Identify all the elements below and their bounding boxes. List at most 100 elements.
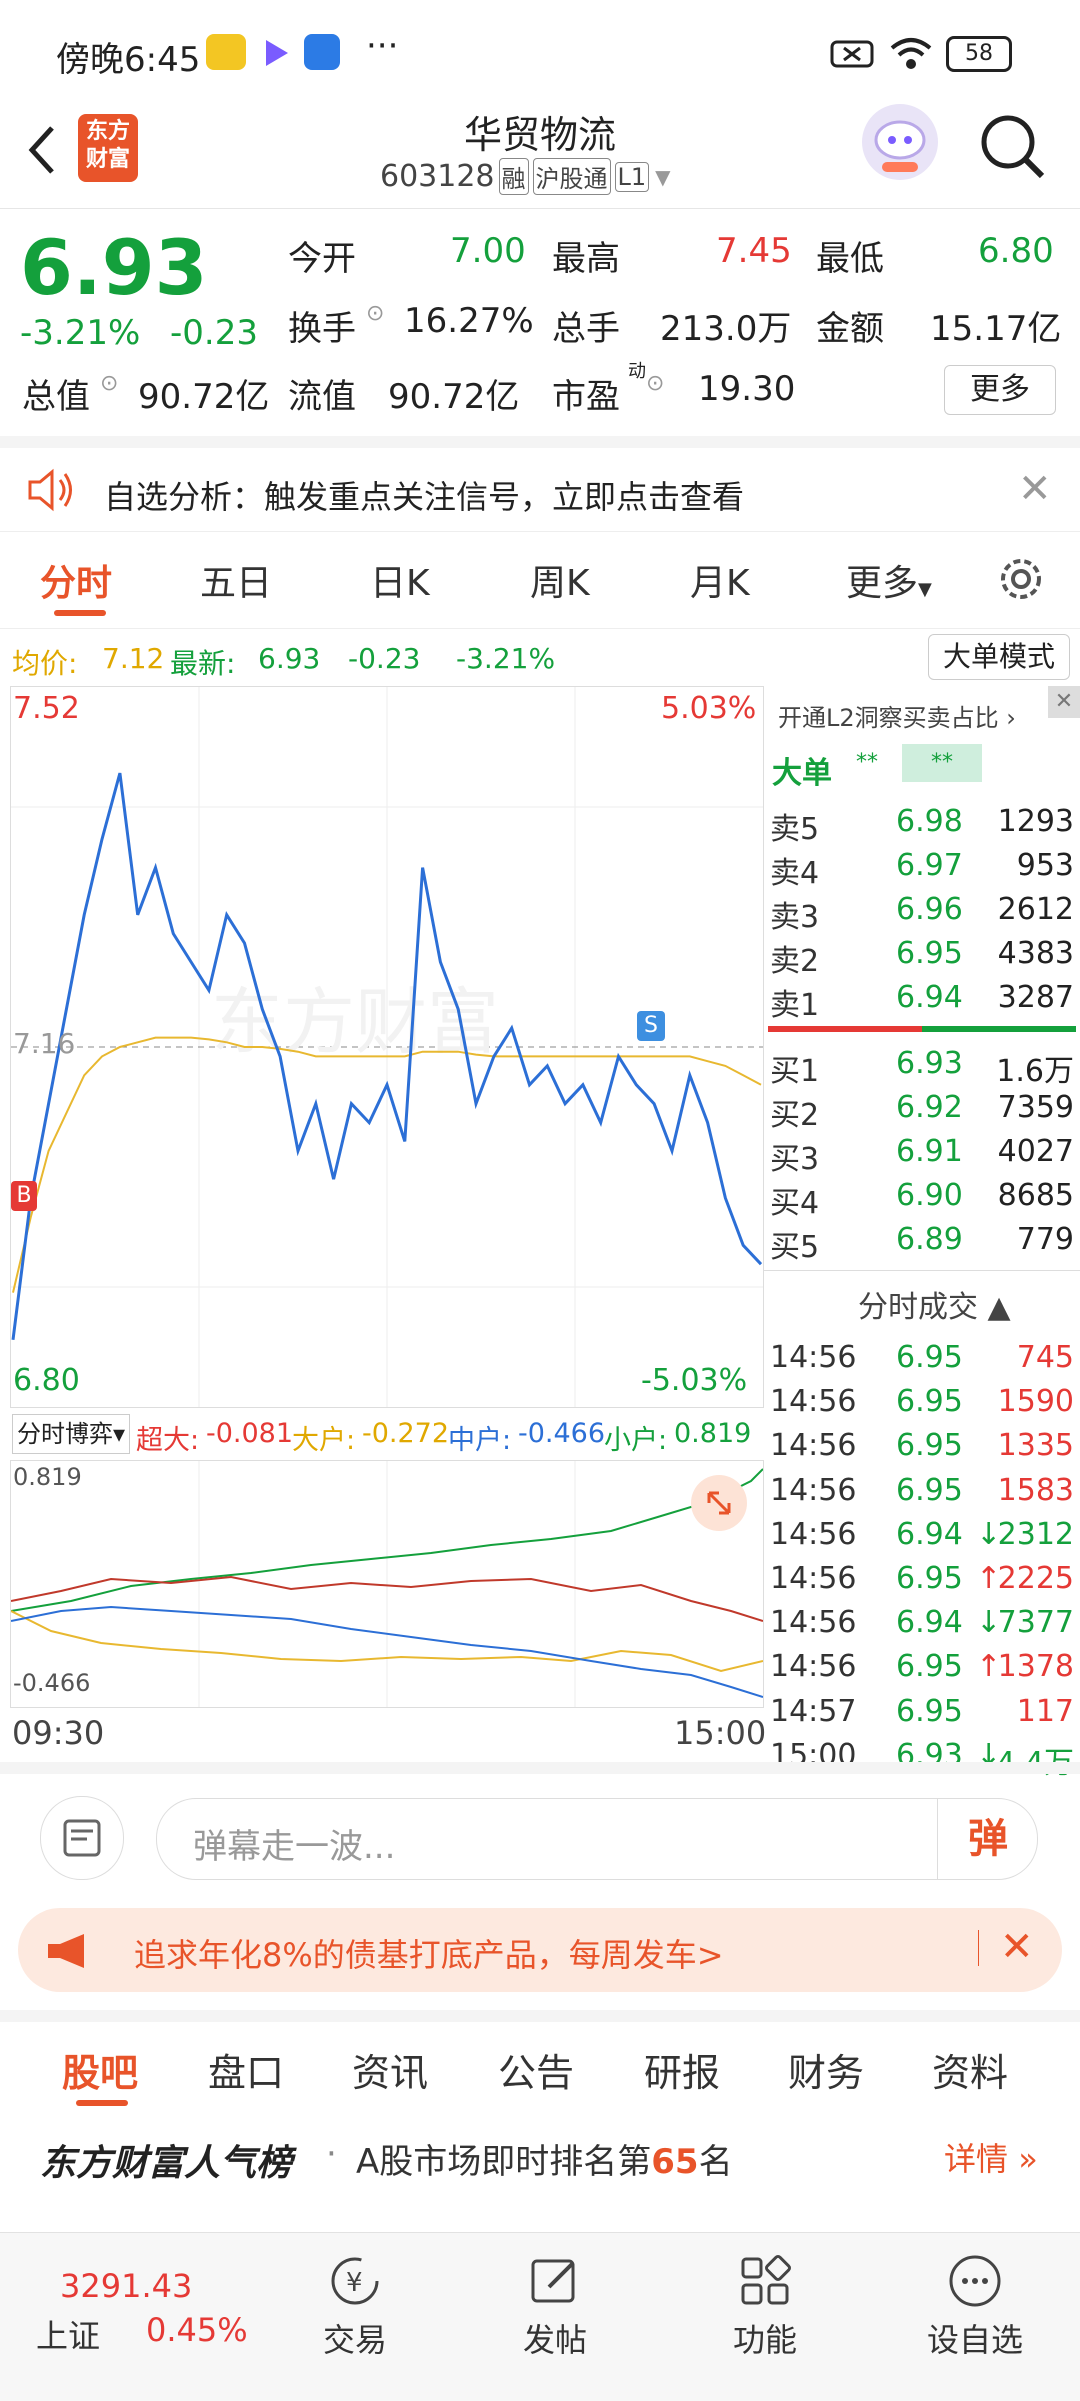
ask-row[interactable]: 卖5 6.98 1293 [764,798,1080,847]
logo-line2: 财富 [85,147,130,172]
fund-flow-chart[interactable]: 0.819 -0.466 [10,1460,764,1708]
trade-time: 14:57 [770,1693,857,1729]
close-icon[interactable]: ✕ [1018,466,1052,512]
margin-tag: 融 [498,158,529,195]
mcap-label: 总值 [22,377,90,417]
tab-pankou[interactable]: 盘口 [208,2051,285,2095]
ask-row[interactable]: 卖3 6.96 2612 [764,886,1080,935]
svg-text:¥: ¥ [346,2268,363,2298]
more-button[interactable]: 更多 [944,365,1056,415]
flow-selector-label: 分时博弈 [16,1420,113,1448]
buy-marker[interactable]: B [11,1181,37,1211]
nav-post[interactable]: 发帖 [490,2253,620,2361]
app-logo: 东方 财富 [78,114,138,182]
latest-price: 6.93 [258,642,321,675]
danmu-send-button[interactable]: 弹 [937,1799,1038,1879]
ask-row[interactable]: 卖4 6.97 953 [764,842,1080,891]
pe-info-icon[interactable]: ⊙ [646,371,665,396]
promo-close-icon[interactable]: ✕ [1000,1924,1034,1970]
rank-detail-label: 详情 [944,2140,1009,2178]
current-price: 6.93 [20,223,208,312]
nav-function[interactable]: 功能 [700,2253,830,2361]
promo-banner[interactable]: 追求年化8%的债基打底产品，每周发车> ✕ [18,1908,1062,1992]
back-icon[interactable] [20,120,64,184]
trade-price: 6.95 [896,1340,963,1375]
close-promo-icon[interactable]: ✕ [1048,686,1080,718]
tab-announcement[interactable]: 公告 [498,2051,575,2095]
level-volume: 1293 [997,804,1074,839]
community-tabs: 股吧 盘口 资讯 公告 研报 财务 资料 [0,2010,1080,2106]
danmu-input[interactable]: 弹幕走一波... 弹 [156,1798,1038,1880]
trade-volume: 1583 [997,1472,1074,1508]
bid-row[interactable]: 买1 6.93 1.6万 [764,1040,1080,1089]
level-volume: 779 [1016,1222,1074,1257]
time-end: 15:00 [674,1714,767,1752]
info-icon[interactable]: ⊙ [366,301,385,326]
nav-add-watchlist[interactable]: 设自选 [910,2253,1040,2361]
tab-finance[interactable]: 财务 [788,2051,865,2095]
danmu-placeholder: 弹幕走一波... [193,1827,396,1867]
index-percent[interactable]: 0.45% [146,2311,248,2349]
volume-label: 总手 [552,309,620,349]
big-order-mode-button[interactable]: 大单模式 [928,634,1070,680]
avg-price: 7.12 [102,642,165,675]
level-label: 买3 [770,1142,820,1177]
analysis-notice[interactable]: 自选分析：触发重点关注信号，立即点击查看 ✕ [0,436,1080,532]
index-name[interactable]: 上证 [36,2317,101,2355]
avg-price-label: 均价: [12,647,78,680]
tab-more[interactable]: 更多▼ [846,563,932,604]
time-start: 09:30 [12,1714,105,1752]
nav-trade[interactable]: ¥ 交易 [290,2253,420,2361]
ask-row[interactable]: 卖1 6.94 3287 [764,974,1080,1023]
tab-more-label: 更多 [846,563,919,604]
level-volume: 3287 [997,980,1074,1015]
tab-month-k[interactable]: 月K [690,563,750,604]
trade-time: 14:56 [770,1561,857,1596]
intraday-chart[interactable]: 东方财富 7.52 5.03% 7.16 6.80 -5.03% B S [10,686,764,1408]
mid-label: 中户: [448,1425,512,1456]
quote-panel: 6.93 -3.21% -0.23 今开 7.00 最高 7.45 最低 6.8… [0,209,1080,435]
flow-selector[interactable]: 分时博弈▾ [12,1414,130,1454]
open-label: 今开 [288,239,356,279]
level-price: 6.98 [896,804,963,839]
trades-title[interactable]: 分时成交 ▲ [858,1290,1011,1325]
tab-five-day[interactable]: 五日 [200,563,273,604]
trades-title-text: 分时成交 [858,1290,978,1325]
l2-promo[interactable]: 开通L2洞察买卖占比 › [778,704,1016,732]
bid-row[interactable]: 买3 6.91 4027 [764,1128,1080,1177]
index-value[interactable]: 3291.43 [60,2267,193,2305]
sell-marker[interactable]: S [637,1011,665,1041]
trade-time: 14:56 [770,1516,857,1552]
tab-guba[interactable]: 股吧 [62,2051,139,2095]
list-icon[interactable] [40,1796,124,1880]
level-volume: 8685 [997,1178,1074,1213]
tab-profile[interactable]: 资料 [932,2051,1009,2095]
bid-row[interactable]: 买5 6.89 779 [764,1216,1080,1265]
dropdown-icon[interactable]: ▼ [655,164,671,189]
level-label: 卖3 [770,900,820,935]
tab-research[interactable]: 研报 [644,2051,721,2095]
tab-intraday[interactable]: 分时 [40,563,113,604]
fund-flow-legend: 分时博弈▾ 超大: -0.081 大户: -0.272 中户: -0.466 小… [10,1408,762,1458]
trade-direction: ↑ [976,1561,1002,1596]
rank-detail-link[interactable]: 详情 » [944,2140,1038,2178]
more-dots-icon [949,2255,1001,2307]
search-icon[interactable] [978,112,1048,186]
chart-tabs: 分时 五日 日K 周K 月K 更多▼ [0,532,1080,629]
change-amount: -0.23 [170,313,258,353]
float-value: 90.72亿 [388,377,520,417]
assistant-avatar[interactable] [862,104,938,180]
trade-price: 6.95 [896,1561,963,1596]
tab-day-k[interactable]: 日K [370,563,430,604]
bid-row[interactable]: 买4 6.90 8685 [764,1172,1080,1221]
bid-row[interactable]: 买2 6.92 7359 [764,1084,1080,1133]
rank-brand: 东方财富人气榜 [40,2143,293,2184]
settings-icon[interactable] [994,552,1048,610]
ask-row[interactable]: 卖2 6.95 4383 [764,930,1080,979]
tab-week-k[interactable]: 周K [530,563,590,604]
tab-news[interactable]: 资讯 [352,2051,429,2095]
popularity-rank[interactable]: 东方财富人气榜 · A股市场即时排名第65名 详情 » [0,2106,1080,2206]
expand-icon[interactable] [691,1475,747,1531]
mcap-info-icon[interactable]: ⊙ [100,371,119,396]
mid-value: -0.466 [518,1418,606,1449]
